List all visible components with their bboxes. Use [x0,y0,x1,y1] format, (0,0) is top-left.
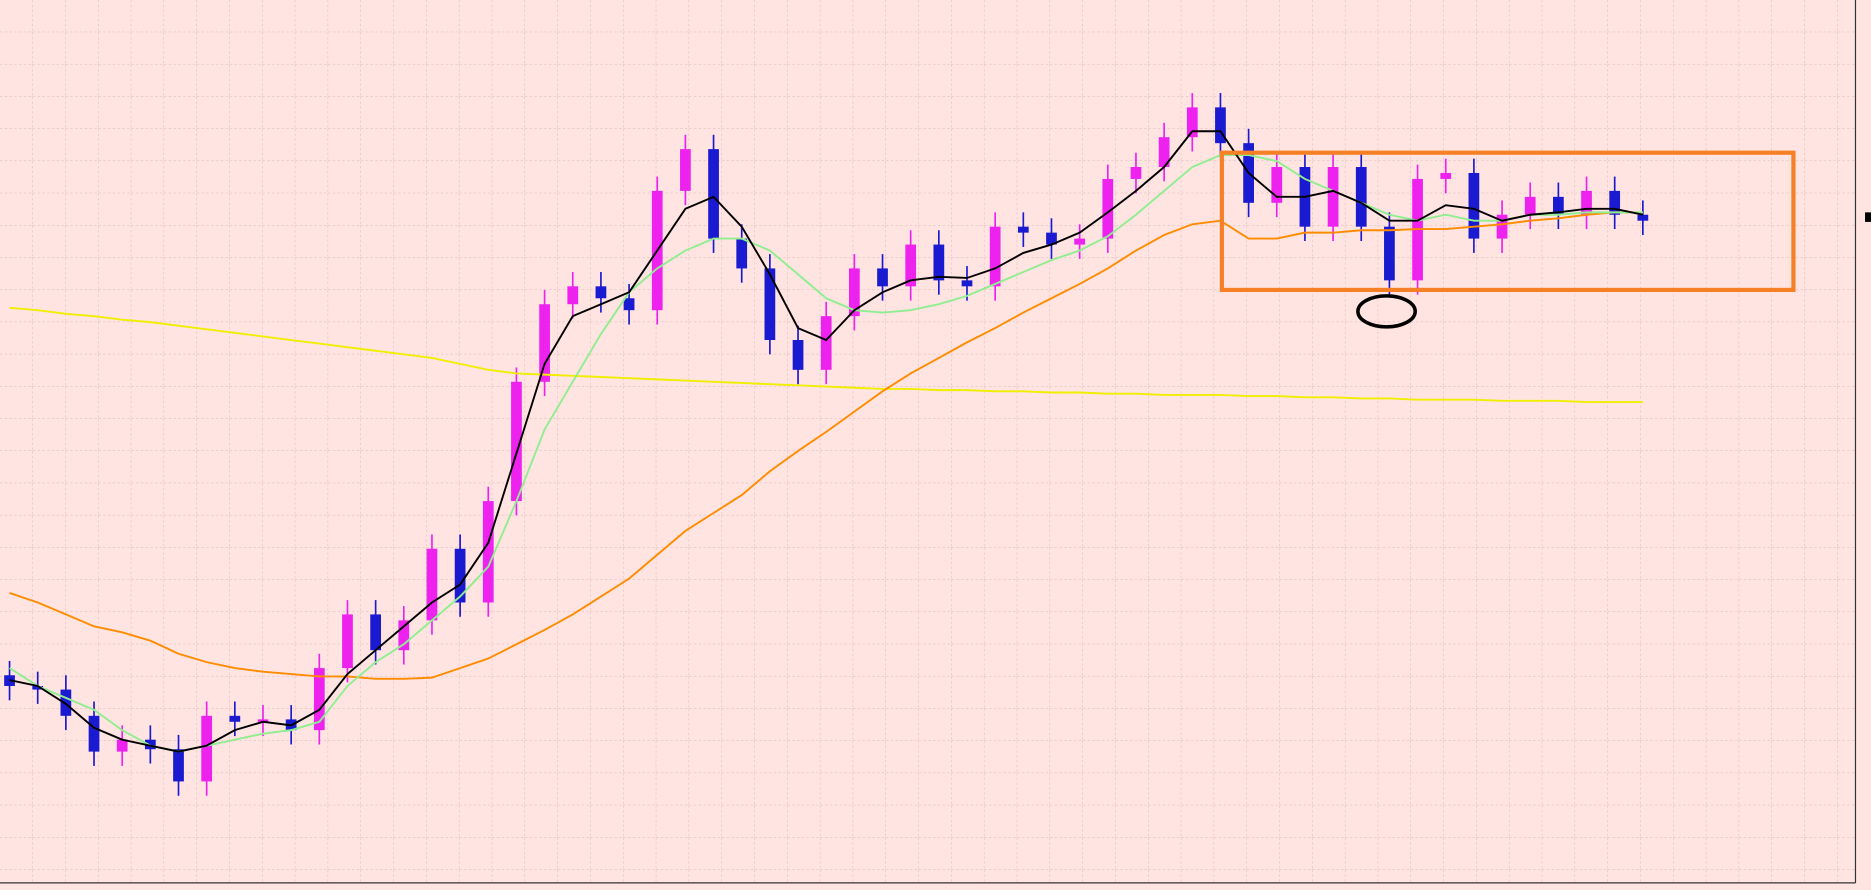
candle-body [88,715,100,752]
candle-body [1215,107,1226,144]
candle-body [595,286,607,299]
price-marker [1865,212,1871,222]
candle-body [1637,214,1649,221]
candle-body [1581,190,1592,215]
candle-body [933,244,945,281]
candle-body [370,614,382,651]
candle-body [426,548,438,621]
candle-body [257,719,269,722]
candle-body [1271,167,1283,203]
candle-body [905,244,917,287]
range-box [1219,150,1796,292]
candle-body [623,298,635,311]
candle-body [1553,196,1564,215]
candle-body [1158,137,1170,168]
low-circle [1356,294,1417,329]
candle-body [708,149,719,239]
candle-body [848,268,860,317]
moving-average [9,154,1643,753]
candle-body [313,668,325,731]
candle-body [1074,238,1086,245]
candle-body [567,286,579,305]
candle-body [1440,172,1452,179]
candle-body [1355,167,1367,227]
candle-body [60,689,72,716]
candle-body [511,381,522,502]
candle-body [792,340,804,370]
candle-body [398,620,410,651]
candle-body [820,316,832,370]
candle-body [454,548,466,603]
candle-body [764,268,776,341]
candle-body [1384,226,1395,281]
candle-body [482,501,494,603]
candle-body [1327,167,1339,227]
candle-body [736,238,748,269]
candle-body [680,149,691,191]
candle-body [1130,167,1142,179]
candle-body [32,685,44,690]
moving-average [9,130,1644,753]
candle-body [1496,214,1508,239]
candle-body [116,739,128,752]
candle-body [1609,190,1621,215]
candle-body [539,304,550,382]
candle-body [1524,196,1536,215]
moving-average [9,211,1643,680]
candle-body [989,226,1001,287]
candle-body [342,614,353,669]
candle-body [201,715,213,782]
candle-body [961,280,973,287]
candle-body [1102,178,1114,239]
candle-body [1046,232,1057,245]
candle-body [144,739,156,750]
candle-body [229,715,241,722]
moving-average [9,306,1643,404]
candle-body [1186,107,1198,138]
candle-body [877,268,888,287]
plot [4,93,1649,796]
candle-body [173,749,184,782]
candle-body [1468,172,1480,239]
candle-body [1017,226,1029,233]
